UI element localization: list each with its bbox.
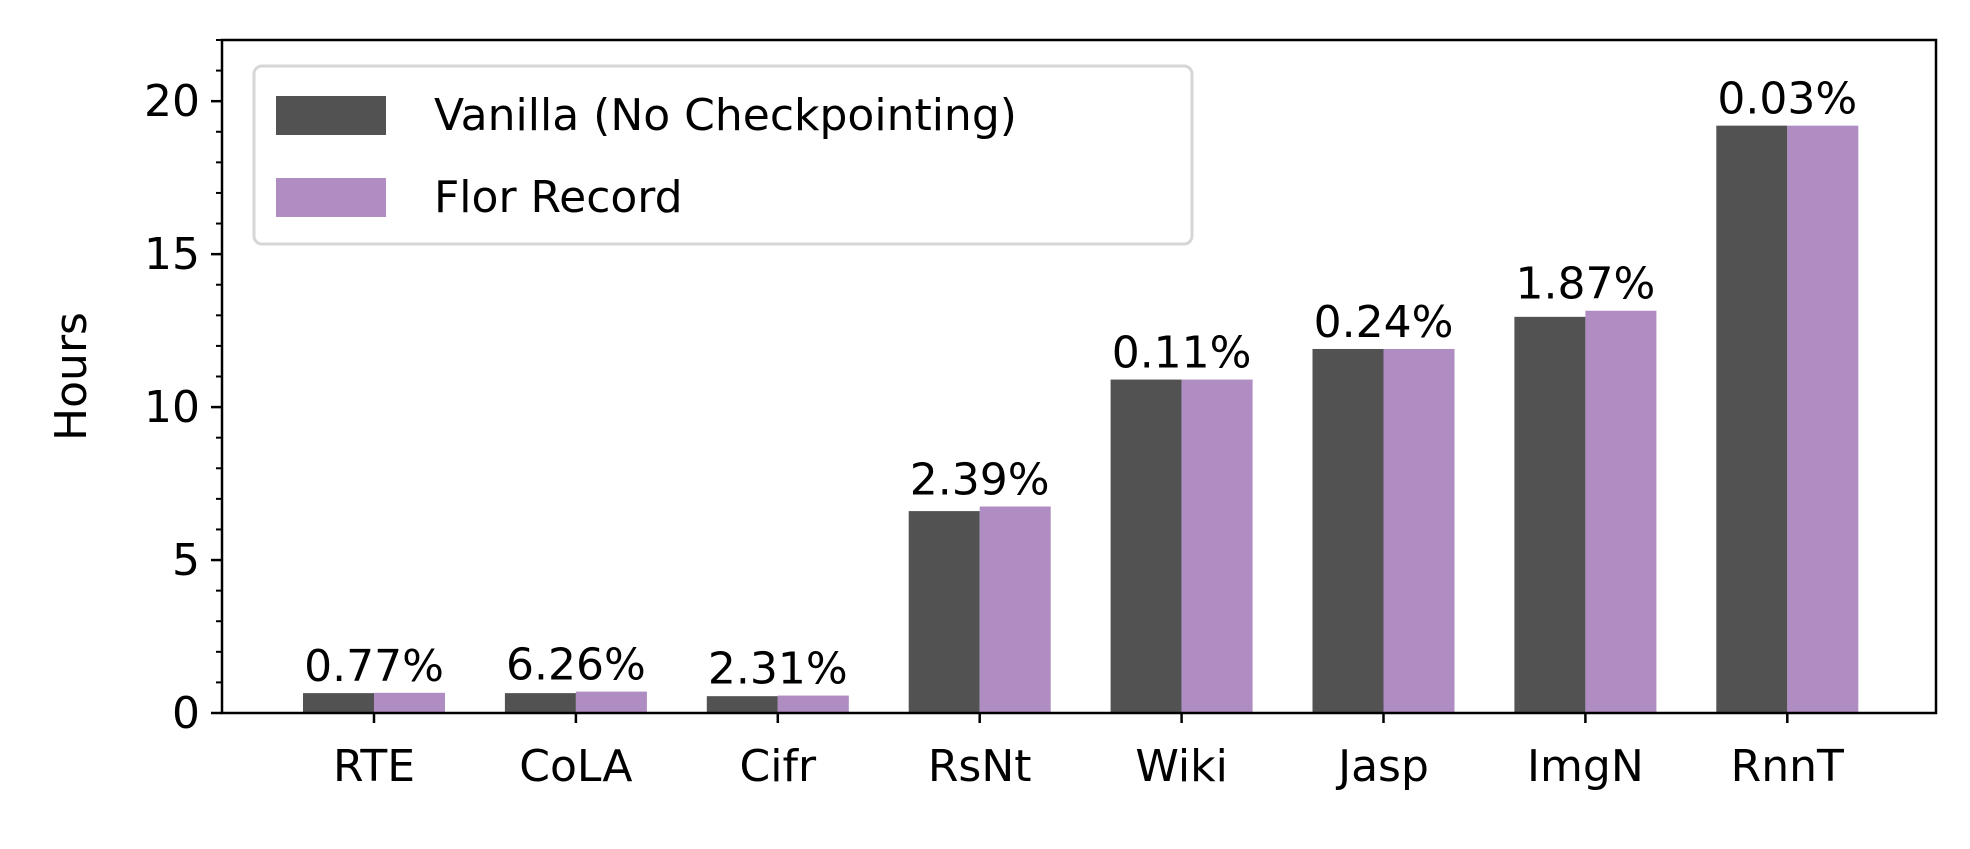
legend: Vanilla (No Checkpointing) Flor Record bbox=[252, 64, 1194, 246]
bar-jasp-series-1 bbox=[1312, 348, 1384, 713]
x-tick-label: Wiki bbox=[1135, 741, 1227, 792]
bar-cifr-series-2 bbox=[777, 695, 849, 713]
x-tick-label: Jasp bbox=[1335, 741, 1429, 792]
bar-rsnt-series-2 bbox=[979, 506, 1051, 713]
x-tick-label: CoLA bbox=[519, 741, 632, 792]
annotation-label: 0.24% bbox=[1314, 297, 1454, 348]
axes-layer: RTE CoLA Cifr RsNt Wiki Jasp ImgN RnnT 0 5 10 15 20 H… bbox=[46, 38, 1938, 792]
bar-cifr-series-1 bbox=[706, 696, 778, 713]
bar-rsnt-series-1 bbox=[908, 511, 980, 713]
y-axis-label: Hours bbox=[46, 312, 97, 441]
annotations-layer: 0.77% 6.26% 2.31% 2.39% 0.11% 0.24% 1.87% 0.03% bbox=[304, 74, 1857, 695]
bar-imgn-series-2 bbox=[1585, 310, 1657, 713]
y-tick-label: 0 bbox=[172, 688, 200, 739]
annotation-label: 2.31% bbox=[708, 644, 848, 695]
bar-wiki-series-1 bbox=[1110, 379, 1182, 713]
y-tick-label: 20 bbox=[144, 76, 200, 127]
y-tick-label: 5 bbox=[172, 535, 200, 586]
bar-wiki-series-2 bbox=[1181, 379, 1253, 713]
bar-rte-series-1 bbox=[303, 693, 374, 713]
legend-swatch bbox=[276, 178, 386, 217]
x-tick-label: ImgN bbox=[1527, 741, 1644, 792]
annotation-label: 1.87% bbox=[1516, 259, 1656, 310]
legend-box bbox=[252, 64, 1194, 246]
annotation-label: 0.03% bbox=[1717, 74, 1857, 125]
x-tick-label: Cifr bbox=[740, 741, 817, 792]
bar-rte-series-2 bbox=[374, 692, 445, 713]
y-tick-label: 15 bbox=[144, 229, 200, 280]
bar-rnnt-series-1 bbox=[1716, 125, 1788, 713]
y-tick-label: 10 bbox=[144, 382, 200, 433]
bar-imgn-series-1 bbox=[1514, 316, 1586, 713]
bars-layer bbox=[303, 125, 1859, 713]
annotation-label: 0.77% bbox=[304, 641, 444, 692]
x-tick-label: RnnT bbox=[1731, 741, 1844, 792]
bar-jasp-series-2 bbox=[1383, 348, 1455, 713]
legend-label: Flor Record bbox=[434, 172, 683, 223]
legend-label: Vanilla (No Checkpointing) bbox=[434, 90, 1017, 141]
bar-cola-series-2 bbox=[575, 691, 647, 713]
legend-swatch bbox=[276, 96, 386, 135]
annotation-label: 6.26% bbox=[506, 640, 646, 691]
x-tick-label: RTE bbox=[333, 741, 415, 792]
bar-rnnt-series-2 bbox=[1787, 125, 1859, 713]
x-tick-label: RsNt bbox=[928, 741, 1032, 792]
annotation-label: 2.39% bbox=[910, 455, 1050, 506]
bar-cola-series-1 bbox=[504, 693, 576, 713]
annotation-label: 0.11% bbox=[1112, 328, 1252, 379]
